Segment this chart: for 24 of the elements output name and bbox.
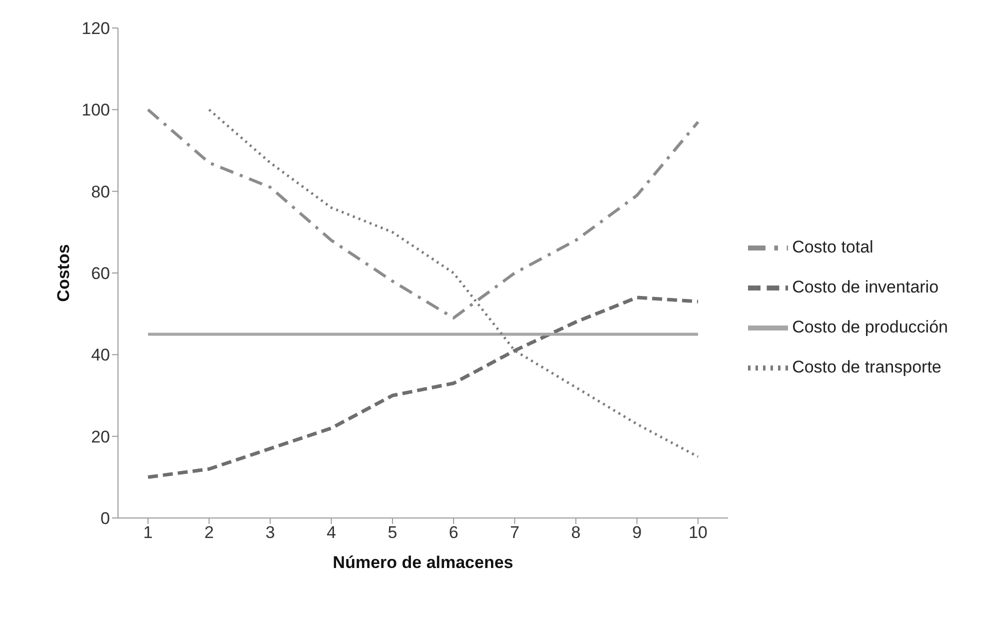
legend-label: Costo de transporte (792, 357, 942, 376)
legend-label: Costo de producción (792, 317, 948, 336)
y-tick-label: 0 (100, 509, 110, 528)
y-tick-label: 60 (91, 264, 110, 284)
x-tick-label: 4 (326, 523, 336, 542)
x-tick-label: 1 (143, 523, 153, 542)
x-tick-label: 9 (632, 523, 642, 542)
y-tick-label: 120 (82, 19, 110, 38)
x-tick-label: 6 (448, 523, 458, 542)
x-tick-label: 10 (688, 523, 708, 542)
x-tick-label: 3 (266, 523, 275, 542)
x-tick-label: 8 (571, 523, 581, 542)
y-tick-label: 40 (91, 346, 110, 365)
x-axis-title: Número de almacenes (332, 553, 514, 572)
x-tick-label: 7 (510, 523, 520, 542)
y-tick-label: 80 (91, 182, 110, 202)
legend-label: Costo de inventario (792, 277, 939, 296)
x-tick-label: 2 (204, 523, 214, 542)
y-tick-label: 100 (82, 100, 110, 120)
x-tick-label: 5 (388, 523, 398, 542)
y-tick-label: 20 (91, 427, 110, 446)
y-axis-title: Costos (54, 244, 74, 302)
legend-label: Costo total (792, 237, 874, 256)
line-series (146, 108, 700, 320)
